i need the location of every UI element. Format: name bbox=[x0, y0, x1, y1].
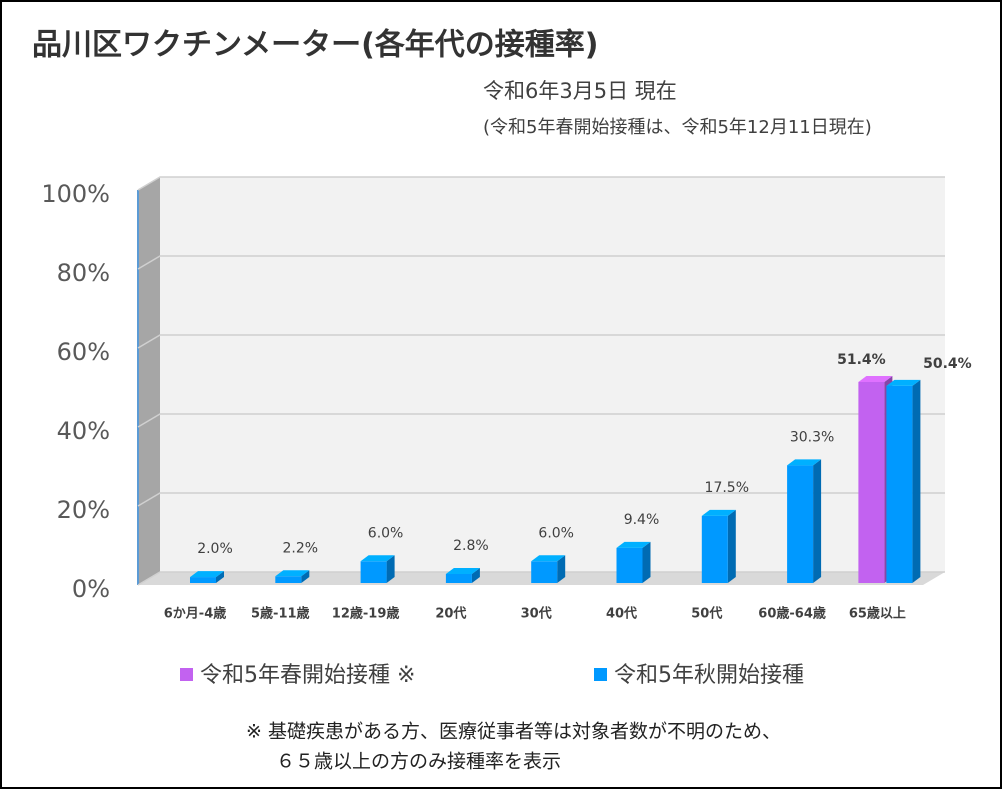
bar-front bbox=[360, 561, 387, 583]
x-tick-label: 6か月-4歳 bbox=[164, 606, 227, 622]
value-label: 50.4% bbox=[923, 356, 972, 372]
grid-line bbox=[137, 255, 945, 270]
subtitle: 令和6年3月5日 現在 bbox=[483, 79, 677, 103]
bar-front bbox=[275, 576, 302, 583]
legend-swatch bbox=[180, 668, 193, 681]
bar-front bbox=[190, 577, 216, 583]
x-tick-label: 65歳以上 bbox=[849, 606, 906, 622]
grid-line bbox=[137, 334, 945, 349]
back-wall bbox=[160, 177, 945, 572]
bar bbox=[445, 567, 480, 583]
value-label: 6.0% bbox=[538, 525, 574, 541]
chart-title: 品川区ワクチンメーター(各年代の接種率) bbox=[32, 28, 599, 63]
bar bbox=[360, 555, 395, 583]
bar bbox=[190, 571, 224, 583]
bar-top bbox=[275, 570, 310, 577]
bar-top bbox=[190, 571, 224, 578]
bar-top bbox=[445, 567, 480, 574]
grid-line bbox=[137, 413, 945, 428]
footnote: ６５歳以上の方のみ接種率を表示 bbox=[276, 751, 561, 773]
bar-top bbox=[360, 555, 395, 562]
bar-front bbox=[445, 573, 472, 583]
x-tick-label: 12歳-19歳 bbox=[332, 606, 400, 622]
grid-line bbox=[137, 492, 945, 507]
bar-top bbox=[886, 379, 921, 386]
bar bbox=[616, 541, 651, 583]
x-tick-label: 20代 bbox=[435, 606, 466, 622]
value-label: 51.4% bbox=[837, 352, 886, 368]
bar-front bbox=[701, 515, 728, 583]
bar-front bbox=[787, 465, 814, 583]
y-tick-label: 60% bbox=[57, 338, 110, 366]
bar-side bbox=[813, 459, 822, 583]
bar bbox=[886, 379, 921, 583]
grid-line bbox=[137, 176, 945, 191]
x-tick-label: 30代 bbox=[521, 606, 552, 622]
side-wall bbox=[138, 177, 160, 585]
bar bbox=[701, 509, 736, 583]
subtitle: (令和5年春開始接種は、令和5年12月11日現在) bbox=[483, 117, 872, 138]
bar-top bbox=[616, 541, 651, 548]
x-tick-label: 40代 bbox=[606, 606, 637, 622]
y-tick-label: 20% bbox=[57, 496, 110, 524]
bar-side bbox=[301, 570, 310, 583]
bar-side bbox=[912, 379, 921, 583]
y-tick-label: 40% bbox=[57, 417, 110, 445]
x-tick-label: 60歳-64歳 bbox=[758, 606, 826, 622]
bar-top bbox=[531, 555, 566, 562]
bar-top bbox=[858, 375, 893, 382]
legend-label: 令和5年秋開始接種 bbox=[614, 663, 804, 688]
bar-top bbox=[701, 509, 736, 516]
bar-side bbox=[471, 567, 480, 583]
bar-side bbox=[557, 555, 566, 583]
bar-front bbox=[886, 385, 913, 583]
value-label: 17.5% bbox=[705, 480, 749, 496]
value-label: 2.2% bbox=[283, 540, 319, 556]
bar-front bbox=[616, 547, 643, 583]
bar-top bbox=[787, 459, 822, 466]
footnote: ※ 基礎疾患がある方、医療従事者等は対象者数が不明のため、 bbox=[246, 721, 781, 743]
y-tick-label: 100% bbox=[41, 180, 110, 208]
bar bbox=[787, 459, 822, 583]
bar-side bbox=[642, 541, 651, 583]
bar-side bbox=[386, 555, 395, 583]
x-tick-label: 50代 bbox=[691, 606, 722, 622]
legend-swatch bbox=[594, 668, 607, 681]
grid-line bbox=[137, 571, 945, 586]
bar-front bbox=[858, 381, 885, 583]
y-tick-label: 80% bbox=[57, 259, 110, 287]
value-label: 2.8% bbox=[453, 538, 489, 554]
bar-front bbox=[531, 561, 558, 583]
value-label: 2.0% bbox=[197, 541, 233, 557]
y-tick-label: 0% bbox=[72, 575, 110, 603]
bar bbox=[275, 570, 310, 583]
x-tick-label: 5歳-11歳 bbox=[251, 606, 310, 622]
value-label: 9.4% bbox=[624, 512, 660, 528]
bar-side bbox=[216, 571, 224, 583]
legend-label: 令和5年春開始接種 ※ bbox=[200, 663, 415, 688]
value-label: 30.3% bbox=[790, 429, 834, 445]
value-label: 6.0% bbox=[368, 525, 404, 541]
bar bbox=[531, 555, 566, 583]
bar-side bbox=[727, 509, 736, 583]
